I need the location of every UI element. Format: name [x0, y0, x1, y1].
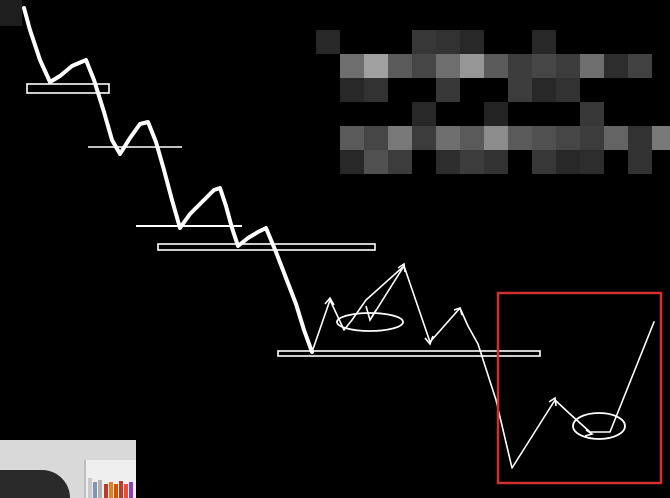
- mosaic-cell: [532, 78, 556, 102]
- mosaic-cell: [508, 54, 532, 78]
- arrow-shaft-7: [369, 265, 405, 321]
- arrow-head-1: [324, 296, 335, 306]
- support-box-4: [157, 243, 376, 251]
- mosaic-cell: [532, 30, 556, 54]
- mosaic-cell: [340, 78, 364, 102]
- mosaic-cell: [460, 150, 484, 174]
- mosaic-cell: [388, 54, 412, 78]
- mosaic-cell: [604, 126, 628, 150]
- mosaic-cell: [340, 150, 364, 174]
- arrow-head-5: [548, 396, 557, 407]
- corner-artifact: [0, 0, 22, 26]
- mosaic-cell: [460, 54, 484, 78]
- mosaic-cell: [556, 78, 580, 102]
- mosaic-cell: [412, 102, 436, 126]
- arrow-head-2: [397, 262, 406, 273]
- mosaic-cell: [436, 150, 460, 174]
- mosaic-cell: [532, 54, 556, 78]
- ellipse-mark-1: [336, 312, 404, 332]
- mosaic-cell: [580, 54, 604, 78]
- webcam-inset: [0, 440, 136, 498]
- mosaic-cell: [628, 150, 652, 174]
- mosaic-cell: [436, 78, 460, 102]
- mosaic-cell: [484, 102, 508, 126]
- mosaic-cell: [364, 150, 388, 174]
- mosaic-cell: [388, 150, 412, 174]
- mosaic-cell: [652, 126, 670, 150]
- mosaic-cell: [532, 126, 556, 150]
- mosaic-cell: [580, 150, 604, 174]
- arrow-head-6: [584, 429, 594, 437]
- ellipse-mark-2: [572, 412, 626, 440]
- mosaic-cell: [436, 54, 460, 78]
- mosaic-cell: [484, 150, 508, 174]
- price-path-main: [22, 6, 314, 354]
- mosaic-cell: [340, 54, 364, 78]
- highlight-box: [496, 291, 663, 485]
- mosaic-cell: [460, 126, 484, 150]
- mosaic-cell: [556, 126, 580, 150]
- mosaic-cell: [388, 126, 412, 150]
- mosaic-cell: [508, 78, 532, 102]
- mosaic-cell: [436, 126, 460, 150]
- mosaic-cell: [580, 102, 604, 126]
- mosaic-cell: [628, 54, 652, 78]
- mosaic-cell: [436, 30, 460, 54]
- arrow-head-3: [424, 335, 434, 346]
- mosaic-cell: [628, 126, 652, 150]
- mosaic-cell: [604, 54, 628, 78]
- mosaic-cell: [412, 126, 436, 150]
- mosaic-cell: [556, 150, 580, 174]
- support-box-5: [277, 350, 541, 357]
- price-path-continuation: [311, 265, 655, 469]
- mosaic-cell: [364, 126, 388, 150]
- mosaic-cell: [412, 54, 436, 78]
- mosaic-cell: [412, 30, 436, 54]
- mosaic-cell: [484, 126, 508, 150]
- arrow-head-4: [453, 306, 463, 316]
- mosaic-cell: [508, 126, 532, 150]
- mosaic-cell: [484, 54, 508, 78]
- books-graphic: [84, 460, 133, 498]
- mosaic-cell: [364, 78, 388, 102]
- mosaic-cell: [460, 30, 484, 54]
- mosaic-cell: [580, 126, 604, 150]
- support-box-1: [26, 83, 110, 94]
- mosaic-cell: [316, 30, 340, 54]
- mosaic-cell: [532, 150, 556, 174]
- mosaic-cell: [340, 126, 364, 150]
- mosaic-cell: [364, 54, 388, 78]
- mosaic-cell: [556, 54, 580, 78]
- presenter-silhouette: [0, 470, 70, 498]
